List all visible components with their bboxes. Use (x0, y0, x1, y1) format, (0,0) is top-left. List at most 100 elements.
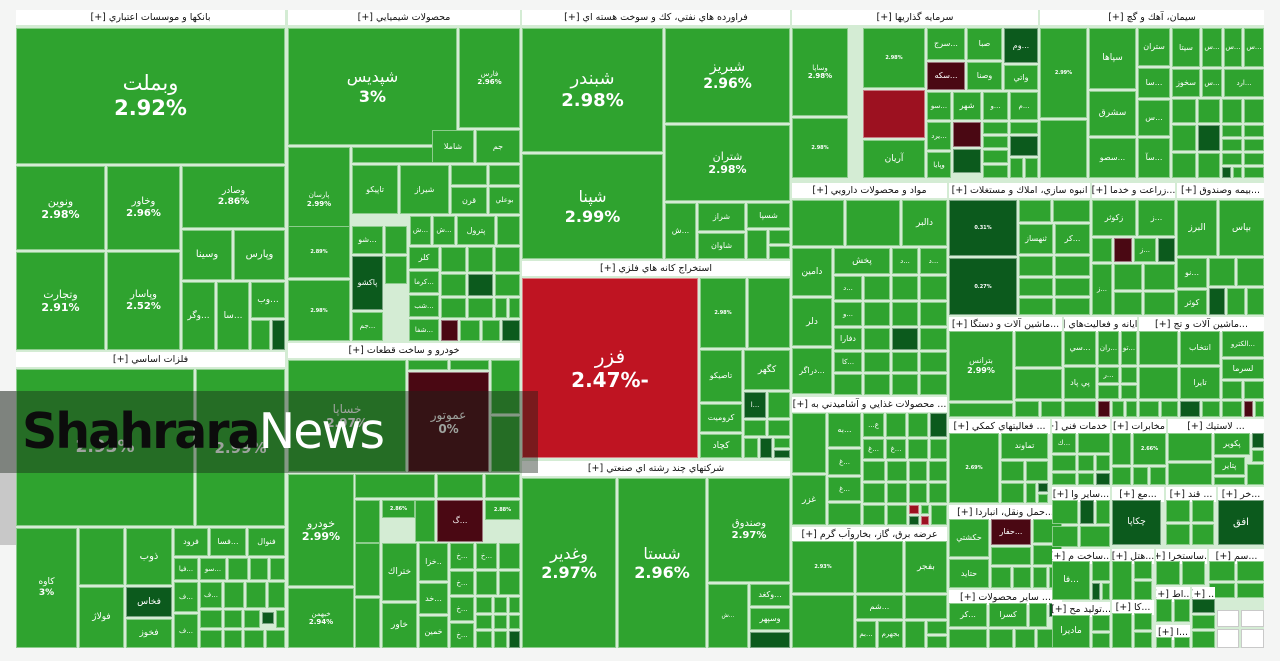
treemap-tile[interactable]: ...و (834, 302, 862, 326)
treemap-tile[interactable] (1172, 99, 1196, 123)
treemap-tile[interactable]: فزر -2.47% (522, 278, 698, 458)
sector-header[interactable]: ...ساستخرا [+] (1156, 549, 1207, 564)
treemap-tile[interactable] (953, 122, 981, 147)
treemap-tile[interactable]: شستا 2.96% (618, 478, 706, 648)
treemap-tile[interactable]: شبريز 2.96% (665, 28, 790, 123)
treemap-tile[interactable] (1114, 264, 1142, 290)
treemap-tile[interactable]: ...شم (856, 595, 903, 619)
treemap-tile[interactable]: شيراز (400, 165, 449, 214)
treemap-tile[interactable] (1078, 433, 1110, 453)
treemap-tile[interactable] (1209, 561, 1235, 581)
treemap-tile[interactable] (886, 413, 906, 437)
treemap-tile[interactable]: فخاس (126, 587, 172, 617)
treemap-tile[interactable] (224, 610, 242, 628)
treemap-tile[interactable] (1026, 483, 1036, 503)
treemap-tile[interactable] (1015, 629, 1035, 648)
treemap-tile[interactable] (846, 200, 900, 246)
treemap-tile[interactable] (460, 320, 480, 341)
treemap-tile[interactable] (1134, 632, 1152, 648)
treemap-tile[interactable] (1078, 473, 1094, 485)
treemap-tile[interactable]: دالبر (902, 200, 947, 246)
treemap-tile[interactable]: ...ز (1134, 238, 1156, 262)
treemap-tile[interactable] (1121, 367, 1137, 383)
treemap-tile[interactable] (268, 582, 285, 608)
treemap-tile[interactable] (983, 165, 1008, 178)
treemap-tile[interactable]: 2.93% (16, 369, 194, 526)
treemap-tile[interactable]: ...تو (1121, 331, 1137, 365)
treemap-tile[interactable] (1092, 561, 1110, 581)
treemap-tile[interactable] (1015, 331, 1062, 367)
treemap-tile[interactable] (476, 615, 492, 629)
sector-header[interactable]: ...كا [+] (1112, 600, 1154, 615)
treemap-tile[interactable]: ...جم (352, 312, 383, 341)
treemap-tile[interactable] (1192, 524, 1214, 545)
treemap-tile[interactable] (1222, 167, 1231, 178)
treemap-tile[interactable]: ...ارد (1224, 69, 1264, 97)
treemap-tile[interactable]: فخوز (126, 619, 172, 648)
treemap-tile[interactable]: كروميت (700, 404, 742, 432)
treemap-tile[interactable] (747, 230, 767, 259)
treemap-tile[interactable] (491, 416, 520, 472)
treemap-tile[interactable]: وساپا 2.98% (792, 28, 848, 116)
treemap-tile[interactable] (1192, 500, 1214, 522)
sector-header[interactable]: ...مع [+] (1112, 487, 1164, 502)
treemap-tile[interactable] (1161, 401, 1178, 417)
treemap-tile[interactable]: 2.88% (485, 500, 520, 520)
treemap-tile[interactable]: سپاها (1089, 28, 1136, 89)
sector-header[interactable]: ...ماشين آلات و دستگا [+] (949, 317, 1062, 332)
treemap-tile[interactable]: 2.69% (949, 433, 999, 503)
treemap-tile[interactable] (953, 149, 981, 173)
treemap-tile[interactable]: ...خ (450, 597, 474, 621)
treemap-tile[interactable] (920, 276, 947, 300)
sector-header[interactable]: ...سم [+] (1209, 549, 1264, 564)
treemap-tile[interactable] (864, 276, 890, 300)
treemap-tile[interactable]: ...د (920, 248, 947, 274)
treemap-tile[interactable]: 2.89% (288, 226, 350, 278)
treemap-tile[interactable]: افق (1218, 500, 1264, 545)
treemap-tile[interactable] (887, 505, 907, 525)
treemap-tile[interactable]: 0.27% (949, 258, 1017, 315)
treemap-tile[interactable] (1214, 477, 1245, 485)
treemap-tile[interactable]: فنوال (248, 528, 285, 556)
treemap-tile[interactable] (1029, 603, 1047, 627)
sector-header[interactable]: ... لاستيك [+] (1168, 419, 1264, 434)
treemap-tile[interactable]: 2.93% (792, 541, 854, 593)
treemap-tile[interactable]: ...س (1138, 100, 1170, 136)
treemap-tile[interactable]: 2.98% (792, 118, 848, 178)
treemap-tile[interactable]: ...حفار (991, 519, 1031, 545)
treemap-tile[interactable] (774, 450, 790, 458)
treemap-tile[interactable] (921, 516, 929, 525)
treemap-tile[interactable] (494, 631, 507, 648)
treemap-tile[interactable] (983, 150, 1008, 163)
sector-header[interactable]: ...ساير وا [+] (1052, 487, 1110, 502)
treemap-tile[interactable] (476, 631, 492, 648)
treemap-tile[interactable] (1052, 500, 1078, 524)
treemap-tile[interactable]: ...كر (949, 603, 987, 627)
treemap-tile[interactable] (495, 274, 520, 296)
sector-header[interactable]: ...ساخت م [+] (1052, 549, 1110, 564)
treemap-tile[interactable]: تايرا (1180, 367, 1220, 399)
treemap-tile[interactable]: ...م (1010, 92, 1038, 120)
treemap-tile[interactable]: ثنهساز (1019, 224, 1053, 254)
treemap-tile[interactable] (385, 256, 407, 284)
treemap-tile[interactable] (509, 631, 520, 648)
sector-header[interactable]: انبوه سازي، املاك و مستغلات [+] (949, 183, 1090, 198)
treemap-tile[interactable] (887, 483, 907, 503)
treemap-tile[interactable]: فرود (174, 528, 208, 556)
treemap-tile[interactable] (270, 558, 285, 580)
treemap-tile[interactable] (792, 413, 826, 473)
treemap-tile[interactable]: وسپهر (750, 608, 790, 630)
sector-header[interactable]: ...اط [+] (1156, 587, 1190, 602)
treemap-tile[interactable]: ...شب (409, 295, 439, 317)
treemap-tile[interactable] (1244, 381, 1264, 399)
treemap-tile[interactable] (1010, 122, 1038, 134)
treemap-tile[interactable] (468, 247, 493, 272)
treemap-tile[interactable] (441, 247, 466, 272)
treemap-tile[interactable]: بجهرم (878, 621, 903, 648)
treemap-tile[interactable] (1112, 467, 1131, 485)
treemap-tile[interactable]: شپنا 2.99% (522, 154, 663, 259)
treemap-tile[interactable] (1096, 455, 1110, 471)
treemap-tile[interactable] (385, 226, 407, 254)
treemap-tile[interactable]: وصادر 2.86% (182, 166, 285, 228)
treemap-tile[interactable] (768, 420, 790, 436)
